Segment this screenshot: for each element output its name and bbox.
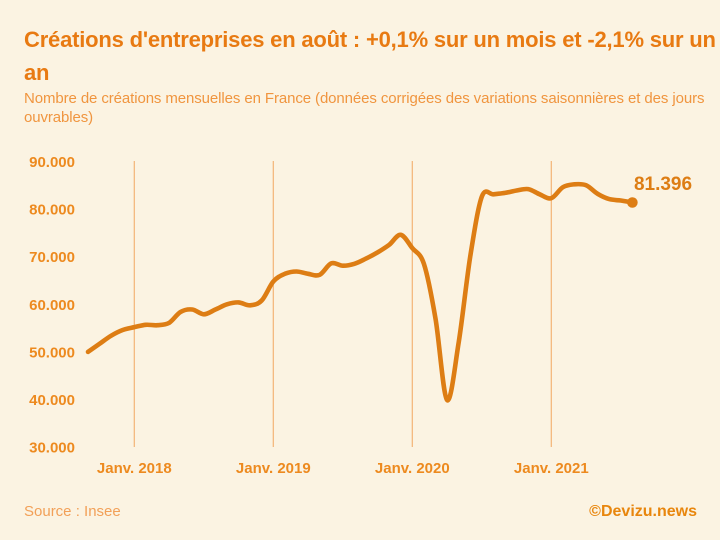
x-axis-tick-label: Janv. 2021 [514, 460, 589, 477]
headline: Créations d'entreprises en août : +0,1% … [24, 27, 716, 85]
chart-subtitle: Nombre de créations mensuelles en France… [24, 90, 705, 126]
source-note: Source : Insee [24, 503, 121, 520]
y-axis-tick-label: 70.000 [29, 249, 75, 266]
x-axis-tick-label: Janv. 2018 [97, 460, 172, 477]
y-axis-tick-label: 40.000 [29, 392, 75, 409]
credit-note: ©Devizu.news [589, 503, 697, 520]
data-line-series [85, 181, 635, 403]
x-axis-tick-label: Janv. 2019 [236, 460, 311, 477]
x-axis-tick-label: Janv. 2020 [375, 460, 450, 477]
y-axis-tick-label: 80.000 [29, 202, 75, 219]
gridlines [133, 161, 552, 447]
y-axis-tick-label: 30.000 [29, 440, 75, 457]
end-point-marker [627, 197, 638, 208]
end-value-label: 81.396 [634, 174, 692, 195]
y-axis-tick-label: 90.000 [29, 154, 75, 171]
y-axis-tick-label: 60.000 [29, 297, 75, 314]
x-axis: Janv. 2018 Janv. 2019 Janv. 2020 Janv. 2021 [97, 460, 589, 477]
y-axis: 30.000 40.000 50.000 60.000 70.000 80.000 90.0… [29, 154, 75, 457]
y-axis-tick-label: 50.000 [29, 344, 75, 361]
